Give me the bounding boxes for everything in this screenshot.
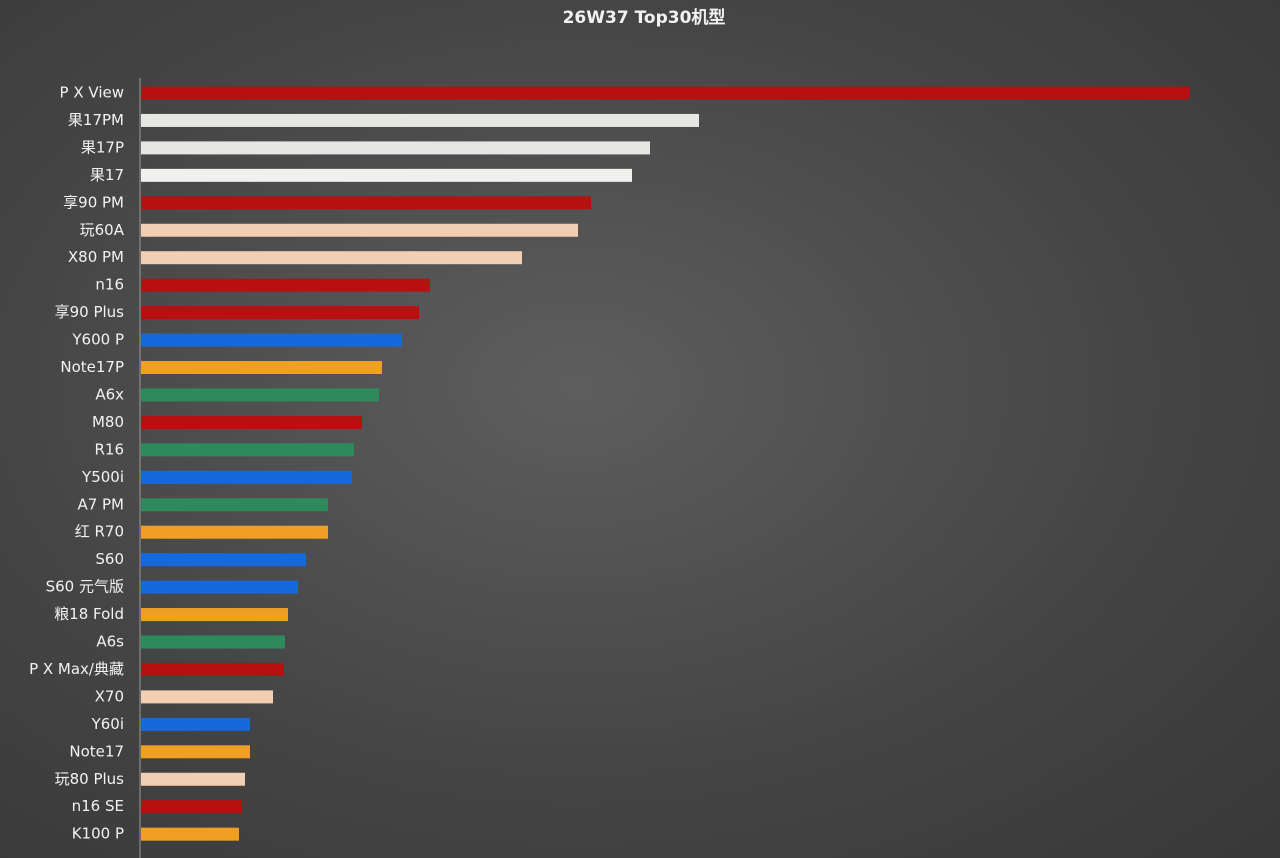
y-tick-label: A6x [95, 385, 124, 403]
y-tick-label: 粮18 Fold [54, 605, 124, 623]
y-tick-label: 玩80 Plus [55, 770, 125, 788]
y-tick-label: 享90 PM [63, 193, 124, 211]
bar [141, 306, 419, 320]
bar [141, 690, 273, 704]
y-tick-label: 果17PM [68, 111, 124, 129]
bar [141, 717, 250, 731]
bar [141, 113, 699, 127]
y-tick-label: K100 P [72, 825, 124, 843]
y-tick-label: A7 PM [77, 495, 124, 513]
y-tick-label: Note17 [69, 742, 124, 760]
y-tick-label: Y60i [91, 715, 124, 733]
y-tick-label: S60 [95, 550, 124, 568]
y-tick-label: 玩60A [80, 221, 125, 239]
bar [141, 196, 591, 210]
bar [141, 86, 1189, 100]
bar [141, 168, 632, 182]
bar [141, 415, 362, 429]
bar [141, 580, 298, 594]
y-tick-label: 红 R70 [75, 523, 124, 541]
y-tick-label: S60 元气版 [46, 578, 124, 596]
y-tick-label: 果17 [90, 166, 124, 184]
bar [141, 333, 402, 347]
bar [141, 772, 245, 786]
y-tick-label: M80 [92, 413, 124, 431]
bar [141, 278, 430, 292]
y-tick-label: Note17P [60, 358, 124, 376]
bar [141, 223, 578, 237]
bar [141, 443, 354, 457]
bar [141, 498, 328, 512]
y-tick-label: Y600 P [71, 331, 124, 349]
bar [141, 361, 382, 374]
y-tick-label: 果17P [81, 138, 124, 156]
bar [141, 800, 242, 814]
y-tick-label: A6s [96, 633, 124, 651]
y-tick-label: R16 [94, 440, 124, 458]
y-tick-label: n16 [95, 276, 124, 294]
bar [141, 635, 285, 649]
y-tick-label: P X Max/典藏 [29, 660, 124, 678]
bar [141, 662, 284, 676]
chart-title: 26W37 Top30机型 [563, 7, 726, 28]
bar [141, 470, 352, 484]
bar [141, 388, 379, 402]
y-tick-label: 享90 Plus [55, 303, 125, 321]
y-tick-label: P X View [60, 84, 124, 102]
bar [141, 141, 650, 155]
bar [141, 553, 306, 567]
y-tick-label: X70 [95, 687, 124, 705]
y-tick-label: Y500i [81, 468, 124, 486]
y-tick-label: X80 PM [68, 248, 124, 266]
bar [141, 525, 328, 539]
y-tick-label: n16 SE [72, 797, 124, 815]
bar [141, 745, 250, 759]
bar [141, 251, 522, 265]
bar [141, 827, 239, 841]
bar [141, 608, 288, 622]
